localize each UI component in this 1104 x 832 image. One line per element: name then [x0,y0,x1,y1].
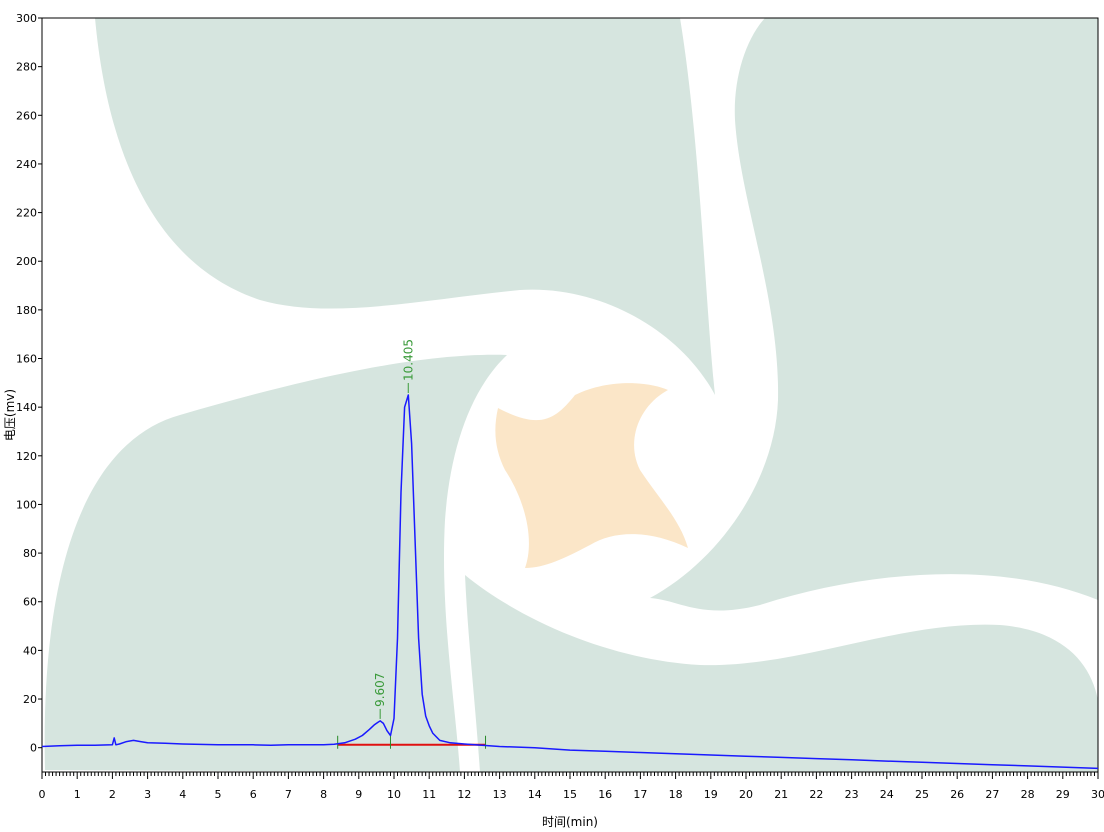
x-tick-label: 29 [1056,788,1070,801]
y-tick-label: 120 [16,450,37,463]
watermark-orange-center [495,383,688,568]
y-axis-title: 电压(mv) [3,389,17,441]
y-axis-ticks: 0 20 40 60 80 100 120 140 160 180 200 220 240 260 280 3… [16,12,42,755]
x-tick-label: 20 [739,788,753,801]
y-tick-label: 260 [16,109,37,122]
x-axis-ticks: 0 1 2 3 4 5 6 7 8 9 10 11 12 13 14 15 16 17 18 19 20 21 22 23 24… [39,772,1104,801]
x-tick-label: 7 [285,788,292,801]
y-tick-label: 300 [16,12,37,25]
x-tick-label: 15 [563,788,577,801]
x-tick-label: 4 [179,788,186,801]
y-tick-label: 160 [16,353,37,366]
x-tick-label: 14 [528,788,542,801]
x-tick-label: 6 [250,788,257,801]
x-tick-label: 18 [669,788,683,801]
x-tick-label: 24 [880,788,894,801]
x-tick-label: 19 [704,788,718,801]
x-tick-label: 12 [457,788,471,801]
x-tick-label: 9 [355,788,362,801]
x-tick-label: 27 [985,788,999,801]
y-tick-label: 200 [16,255,37,268]
y-tick-label: 100 [16,498,37,511]
peak-label: 9.607 [373,673,387,707]
y-tick-label: 220 [16,207,37,220]
x-tick-label: 26 [950,788,964,801]
x-tick-label: 2 [109,788,116,801]
y-tick-label: 80 [23,547,37,560]
x-tick-label: 10 [387,788,401,801]
x-tick-label: 5 [215,788,222,801]
y-tick-label: 140 [16,401,37,414]
y-tick-label: 0 [30,742,37,755]
chart-marks [41,394,1099,770]
x-axis-title: 时间(min) [542,815,598,829]
x-tick-label: 13 [493,788,507,801]
x-tick-label: 22 [809,788,823,801]
x-tick-label: 11 [422,788,436,801]
peak-label: 10.405 [401,339,415,381]
watermark-logo [44,18,1098,772]
watermark-leaf-bottom [465,575,1098,772]
x-tick-label: 28 [1021,788,1035,801]
y-tick-label: 40 [23,644,37,657]
watermark-leaf-top [95,18,715,395]
y-tick-label: 280 [16,61,37,74]
x-tick-label: 25 [915,788,929,801]
x-tick-label: 17 [633,788,647,801]
x-tick-label: 30 [1091,788,1104,801]
x-tick-label: 23 [845,788,859,801]
watermark-leaf-left [44,354,508,772]
x-tick-label: 1 [74,788,81,801]
y-tick-label: 20 [23,693,37,706]
x-tick-label: 8 [320,788,327,801]
x-tick-label: 0 [39,788,46,801]
x-tick-label: 3 [144,788,151,801]
x-tick-label: 21 [774,788,788,801]
y-tick-label: 180 [16,304,37,317]
watermark-leaf-right [650,18,1098,611]
signal-trace [41,394,1099,770]
y-tick-label: 60 [23,596,37,609]
peak-labels: 9.607 10.405 [373,339,415,719]
y-tick-label: 240 [16,158,37,171]
x-tick-label: 16 [598,788,612,801]
